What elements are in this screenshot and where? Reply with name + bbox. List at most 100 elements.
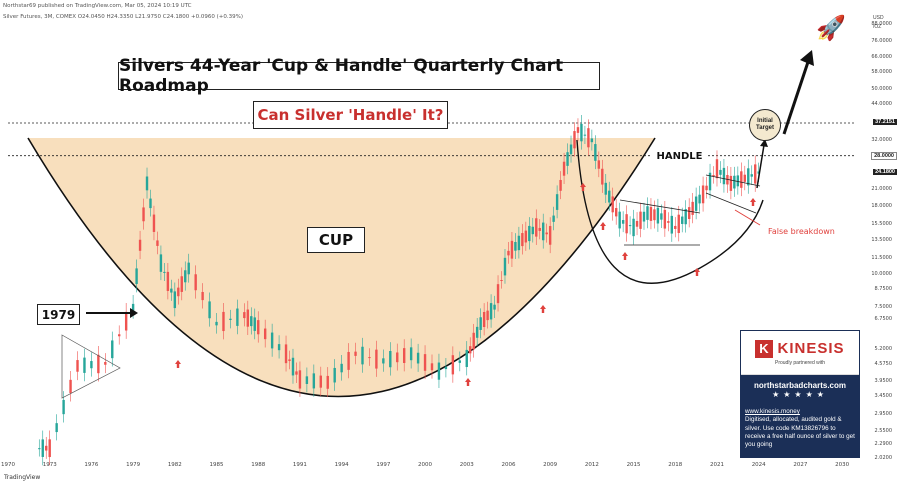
candle-body	[555, 194, 559, 210]
price-tick: 2.5500	[874, 428, 893, 435]
candle-body	[628, 225, 632, 227]
candle-body	[684, 209, 687, 225]
candle-body	[347, 351, 350, 370]
year-1979-label: 1979	[37, 304, 80, 325]
candle-body	[514, 241, 517, 251]
candle-body	[733, 175, 736, 189]
candle-body	[382, 358, 385, 364]
candle-body	[507, 250, 510, 256]
candle-body	[663, 209, 667, 229]
candle-body	[222, 311, 225, 332]
promo-text: Digitised, allocated, audited gold & sil…	[745, 416, 855, 449]
flag-top	[705, 174, 761, 187]
candle-body	[145, 176, 149, 191]
candle-body	[444, 366, 448, 370]
candle-body	[472, 332, 475, 350]
candle-body	[305, 376, 309, 384]
candle-body	[270, 332, 274, 349]
price-tick: 76.0000	[871, 37, 892, 44]
candle-body	[667, 221, 670, 223]
candle-body	[131, 303, 135, 311]
candle-body	[229, 318, 232, 320]
price-flag-last: 24.1800	[873, 168, 897, 175]
candle-body	[402, 348, 406, 363]
candle-body	[83, 357, 86, 373]
candle-body	[257, 320, 260, 335]
candle-body	[656, 207, 660, 224]
handle-label: HANDLE	[652, 147, 707, 165]
candle-body	[375, 349, 378, 369]
red-up-arrow	[694, 268, 700, 276]
candle-body	[625, 214, 628, 234]
price-tick: 11.5000	[871, 255, 892, 261]
candle-body	[597, 160, 601, 169]
candle-body	[288, 359, 291, 361]
year-tick: 2030	[835, 462, 850, 468]
publish-info: Northstar69 published on TradingView.com…	[3, 3, 192, 9]
kinesis-promo-panel[interactable]: K KINESIS Proudly partnered with northst…	[740, 330, 860, 458]
candle-body	[319, 375, 322, 388]
candle-body	[430, 363, 434, 371]
price-tick: 21.0000	[871, 185, 892, 192]
price-axis[interactable]: 88.0000 76.0000 66.0000 58.0000 50.0000 44.00…	[858, 10, 900, 465]
red-up-arrow	[580, 183, 586, 191]
rocket-moon-icon: 🚀	[816, 15, 846, 42]
candle-body	[535, 218, 538, 237]
site-name[interactable]: northstarbadcharts.com	[753, 381, 847, 390]
price-tick: 44.0000	[871, 100, 892, 107]
candle-body	[611, 196, 614, 213]
candle-body	[754, 164, 757, 184]
rating-stars: ★★★★★	[772, 390, 828, 399]
candle-body	[521, 233, 524, 247]
candle-body	[48, 439, 51, 458]
candle-body	[562, 161, 566, 176]
price-flag-resistance: 37.2151	[873, 118, 897, 125]
currency-code: USD	[873, 15, 884, 21]
candle-body	[542, 222, 545, 241]
candle-body	[416, 352, 420, 364]
candle-body	[194, 274, 197, 291]
candle-body	[712, 174, 715, 176]
candle-body	[163, 271, 166, 273]
candle-body	[437, 362, 441, 380]
candle-body	[674, 225, 677, 229]
candle-body	[635, 220, 639, 227]
candle-body	[552, 215, 555, 222]
candle-body	[601, 168, 604, 185]
candle-body	[486, 310, 489, 321]
candle-body	[614, 208, 618, 217]
candle-body	[41, 439, 44, 457]
kinesis-k-icon: K	[755, 339, 774, 358]
candle-body	[104, 361, 107, 365]
candle-body	[618, 211, 621, 229]
candle-body	[708, 172, 712, 191]
candle-body	[124, 311, 128, 331]
candle-body	[62, 399, 65, 415]
year-tick: 2009	[543, 462, 558, 468]
candle-body	[142, 207, 145, 222]
currency-label: USD /OZ	[873, 14, 884, 32]
kinesis-link[interactable]: www.kinesis.money	[745, 408, 800, 415]
red-up-arrow	[750, 198, 756, 206]
false-breakdown-pointer	[734, 209, 761, 226]
candle-body	[368, 357, 371, 359]
chart-title: Silvers 44-Year 'Cup & Handle' Quarterly…	[118, 56, 600, 96]
candle-body	[55, 423, 58, 433]
candle-body	[361, 346, 364, 365]
candle-body	[694, 196, 698, 211]
candle-body	[354, 351, 357, 356]
candle-body	[475, 326, 479, 338]
kinesis-logo: K KINESIS	[755, 339, 844, 358]
candle-body	[312, 373, 316, 389]
target-line2: Target	[756, 125, 774, 131]
candle-body	[111, 340, 114, 359]
price-tick: 2.9500	[874, 411, 893, 418]
candle-body	[590, 138, 594, 143]
candle-body	[632, 218, 635, 237]
candle-body	[326, 375, 329, 389]
price-tick: 18.0000	[871, 203, 892, 210]
cup-fill	[28, 138, 655, 397]
candle-body	[528, 225, 531, 242]
handle-arrow-line	[756, 144, 765, 189]
